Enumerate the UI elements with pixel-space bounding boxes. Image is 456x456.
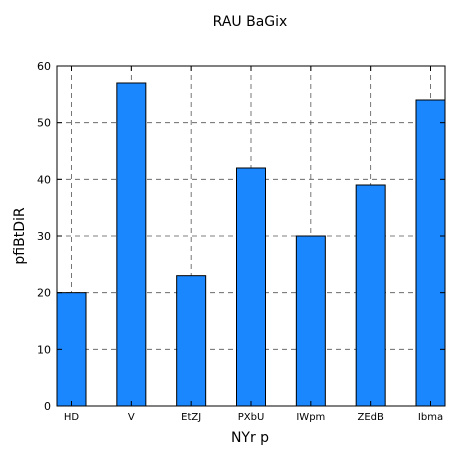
x-axis-label: NYr p <box>231 430 269 446</box>
x-tick-label: Ibma <box>418 412 443 423</box>
y-tick-label: 10 <box>37 343 51 356</box>
x-tick-label: HD <box>64 412 80 423</box>
y-tick-label: 50 <box>37 117 51 130</box>
bar-v <box>117 83 146 406</box>
bar-iwpm <box>296 236 325 406</box>
y-axis-label: pfiBtDiR <box>12 207 28 264</box>
y-tick-label: 20 <box>37 287 51 300</box>
y-tick-label: 30 <box>37 230 51 243</box>
x-tick-label: ZEdB <box>357 412 384 423</box>
x-tick-label: IWpm <box>296 412 325 423</box>
bar-etzj <box>177 276 206 406</box>
y-tick-label: 0 <box>44 400 51 413</box>
y-tick-label: 40 <box>37 173 51 186</box>
bar-ibma <box>416 100 445 406</box>
x-tick-label: EtZJ <box>181 412 201 423</box>
x-tick-label: V <box>128 412 135 423</box>
x-tick-label: PXbU <box>238 412 265 423</box>
bar-zedb <box>356 185 385 406</box>
y-tick-label: 60 <box>37 60 51 73</box>
chart-title: RAU BaGix <box>213 14 288 30</box>
bar-pxbu <box>237 168 266 406</box>
